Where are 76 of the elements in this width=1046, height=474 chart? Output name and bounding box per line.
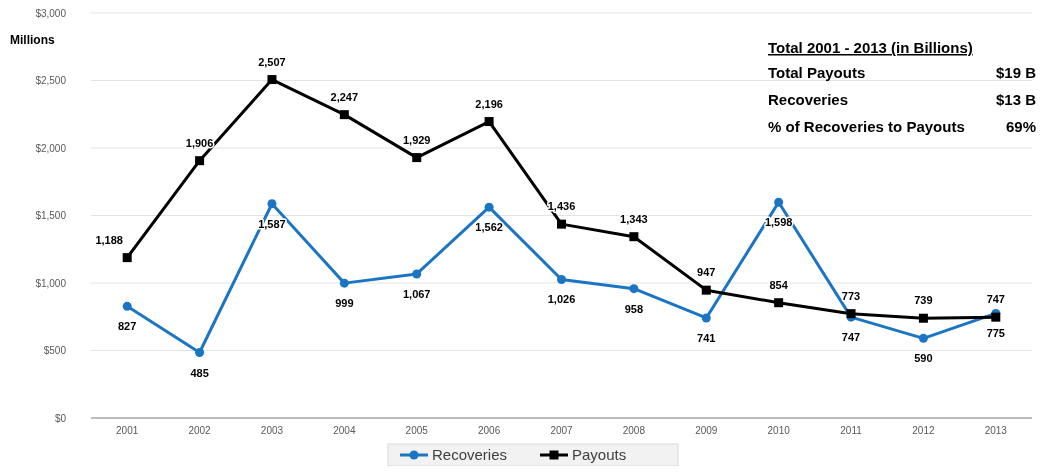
annotation: $13 B xyxy=(995,91,1037,108)
x-tick-label: 2008 xyxy=(622,425,646,436)
point xyxy=(918,333,928,343)
data-label: 775 xyxy=(986,327,1005,340)
point xyxy=(701,313,711,323)
point xyxy=(195,348,205,358)
point xyxy=(557,219,566,229)
annotation: Total Payouts xyxy=(768,64,866,81)
data-label: 773 xyxy=(841,289,861,302)
annotation: Recoveries xyxy=(768,91,849,108)
data-label: 747 xyxy=(986,293,1005,306)
x-tick-label: 2011 xyxy=(840,425,863,436)
data-label: 958 xyxy=(624,302,644,315)
data-label: 2,196 xyxy=(475,97,503,110)
data-label: 739 xyxy=(914,294,933,307)
point xyxy=(918,313,928,323)
data-label: 999 xyxy=(335,297,354,310)
annotation: % of Recoveries to Payouts xyxy=(768,118,965,135)
data-label: 2,247 xyxy=(330,90,359,103)
x-tick-label: 2010 xyxy=(767,425,791,436)
data-label: 1,929 xyxy=(402,133,431,146)
point xyxy=(412,269,422,279)
x-tick-label: 2013 xyxy=(984,425,1008,436)
point xyxy=(267,75,277,85)
data-label: 1,067 xyxy=(402,287,431,300)
point xyxy=(122,301,132,311)
x-tick-label: 2006 xyxy=(477,425,501,436)
x-tick-label: 2005 xyxy=(405,425,429,436)
data-label: 741 xyxy=(697,331,716,344)
y-tick-label: $1,500 xyxy=(35,210,67,221)
data-label: 590 xyxy=(914,352,933,365)
data-label: 747 xyxy=(841,331,861,344)
point xyxy=(557,274,566,284)
y-tick-label: $2,500 xyxy=(35,75,67,86)
x-tick-label: 2009 xyxy=(695,425,718,436)
legend-label: Recoveries xyxy=(432,446,508,464)
data-label: 1,026 xyxy=(547,293,576,306)
data-label: 2,507 xyxy=(258,55,286,68)
point xyxy=(412,153,422,163)
y-tick-label: $2,000 xyxy=(35,142,67,154)
annotation: $19 B xyxy=(995,64,1037,81)
point xyxy=(629,232,639,242)
point xyxy=(339,110,349,120)
data-label: 854 xyxy=(769,278,789,291)
data-label: 1,562 xyxy=(475,221,503,234)
point xyxy=(701,285,711,295)
annotation: 69% xyxy=(1005,118,1036,135)
x-tick-label: 2007 xyxy=(550,425,574,436)
x-tick-label: 2004 xyxy=(333,425,356,436)
point xyxy=(195,156,205,166)
y-tick-label: $0 xyxy=(54,412,67,424)
point xyxy=(122,253,132,263)
annotation: Total 2001 - 2013 (in Billions) xyxy=(768,39,973,56)
x-tick-label: 2012 xyxy=(912,425,935,436)
point xyxy=(267,199,277,209)
point xyxy=(774,298,784,308)
point xyxy=(484,202,494,212)
point xyxy=(339,278,349,288)
data-label: 1,188 xyxy=(95,233,123,246)
y-tick-label: $500 xyxy=(43,345,67,356)
point xyxy=(774,197,784,207)
point xyxy=(991,312,1001,322)
data-label: 1,343 xyxy=(620,212,648,225)
legend-label: Payouts xyxy=(572,446,627,464)
y-axis-title: Millions xyxy=(10,33,55,47)
x-tick-label: 2001 xyxy=(116,425,139,436)
y-tick-label: $3,000 xyxy=(35,7,67,19)
y-tick-label: $1,000 xyxy=(35,277,67,289)
point xyxy=(629,284,639,294)
data-label: 827 xyxy=(118,320,137,333)
x-tick-label: 2003 xyxy=(260,425,284,436)
point xyxy=(484,117,494,127)
data-label: 485 xyxy=(190,366,209,379)
x-tick-label: 2002 xyxy=(188,425,212,436)
data-label: 947 xyxy=(697,266,716,279)
data-label: 1,906 xyxy=(185,136,214,149)
